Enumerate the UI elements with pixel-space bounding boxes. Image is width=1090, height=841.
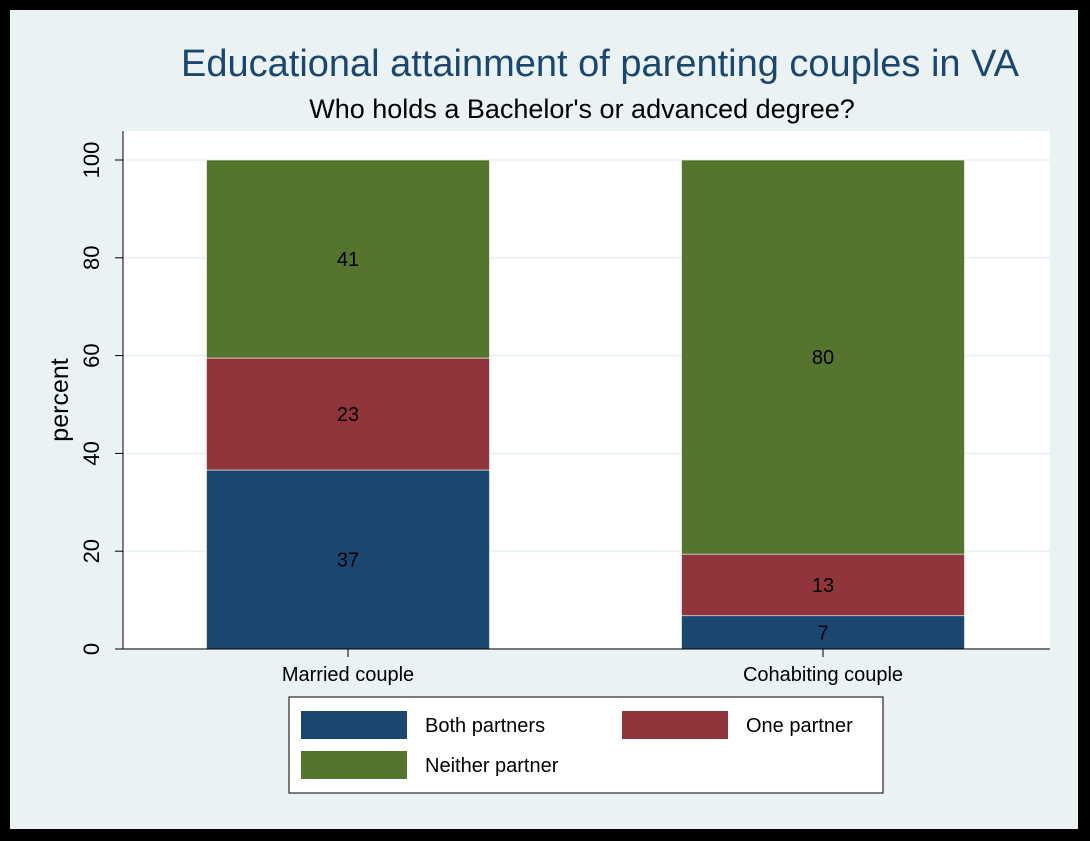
bar-segment [206, 469, 490, 650]
legend-swatch [301, 751, 407, 779]
bar-segment [681, 159, 965, 555]
legend-swatch [301, 711, 407, 739]
bar-segment [206, 357, 490, 471]
bar-segment [681, 615, 965, 650]
bar-segment [206, 159, 490, 359]
data-label: 13 [812, 575, 834, 597]
data-label: 7 [817, 622, 828, 644]
axis-layer: 0 20 40 60 80 100 Married couple Cohabiting cou… [79, 131, 1050, 686]
data-label: 37 [337, 550, 359, 572]
x-tick-label: Cohabiting couple [743, 664, 903, 686]
legend-label: Neither partner [425, 755, 559, 777]
y-tick-label: 60 [79, 343, 104, 367]
chart-title: Educational attainment of parenting coup… [181, 43, 1020, 85]
legend-label: Both partners [425, 715, 545, 737]
bars-layer: 37 23 41 7 13 80 [206, 159, 965, 650]
y-tick-label: 80 [79, 246, 104, 270]
legend: Both partners One partner Neither partner [288, 696, 884, 794]
legend-label: One partner [746, 715, 853, 737]
legend-swatch [622, 711, 728, 739]
bar-segment [681, 553, 965, 617]
x-tick-label: Married couple [282, 664, 414, 686]
chart-subtitle: Who holds a Bachelor's or advanced degre… [309, 94, 855, 124]
y-tick-label: 0 [79, 643, 104, 655]
data-label: 80 [812, 347, 834, 369]
data-label: 41 [337, 249, 359, 271]
y-axis-title: percent [46, 358, 74, 441]
y-tick-label: 40 [79, 441, 104, 465]
data-label: 23 [337, 404, 359, 426]
chart-svg: Educational attainment of parenting coup… [46, 43, 1050, 794]
chart-frame: Educational attainment of parenting coup… [10, 10, 1078, 829]
y-tick-label: 100 [79, 142, 104, 179]
y-tick-label: 20 [79, 539, 104, 563]
